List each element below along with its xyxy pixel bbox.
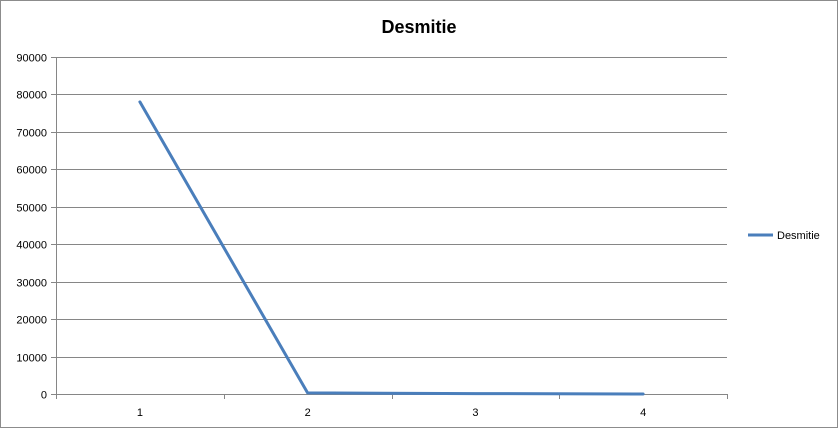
y-tick-label: 20000 — [16, 315, 47, 327]
legend: Desmitie — [748, 230, 820, 242]
y-tick-label: 50000 — [16, 203, 47, 215]
y-tick-label: 40000 — [16, 240, 47, 252]
x-tick-label: 1 — [137, 407, 143, 419]
axes: 0 10000 20000 30000 40000 50000 60000 70000 8000… — [16, 53, 728, 419]
x-tick-label: 4 — [640, 407, 646, 419]
y-tick-label: 30000 — [16, 278, 47, 290]
y-tick-label: 60000 — [16, 165, 47, 177]
x-tick-label: 3 — [472, 407, 478, 419]
y-tick-label: 0 — [41, 390, 47, 402]
gridlines — [56, 57, 727, 358]
series-line — [138, 100, 645, 396]
legend-label: Desmitie — [777, 230, 820, 242]
y-tick-label: 80000 — [16, 90, 47, 102]
series-layer — [138, 100, 645, 396]
x-tick-label: 2 — [305, 407, 311, 419]
chart-title: Desmitie — [381, 17, 456, 37]
y-tick-label: 10000 — [16, 353, 47, 365]
y-tick-label: 90000 — [16, 53, 47, 65]
y-tick-label: 70000 — [16, 128, 47, 140]
